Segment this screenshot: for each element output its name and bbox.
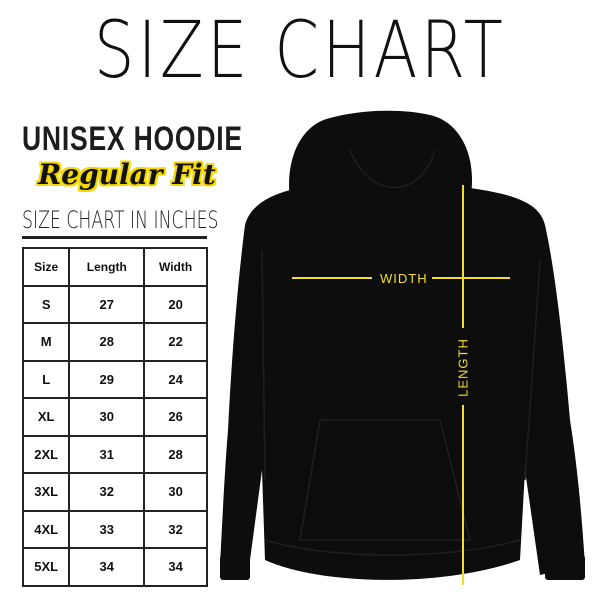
cell-width: 24 bbox=[143, 359, 208, 399]
cell-width: 26 bbox=[143, 397, 208, 437]
cell-size: 2XL bbox=[21, 434, 71, 474]
size-table: Size Length Width S 27 20 M 28 22 L 29 24 XL 30… bbox=[21, 247, 208, 587]
cell-width: 22 bbox=[143, 322, 208, 362]
length-label: LENGTH bbox=[455, 338, 471, 397]
header-length: Length bbox=[68, 247, 146, 287]
hoodie-body bbox=[220, 110, 585, 580]
cell-length: 34 bbox=[68, 547, 146, 587]
table-header-row: Size Length Width bbox=[21, 247, 208, 287]
fit-label: Regular Fit bbox=[38, 158, 216, 191]
cell-width: 28 bbox=[143, 434, 208, 474]
cell-size: L bbox=[21, 359, 71, 399]
cell-length: 28 bbox=[68, 322, 146, 362]
unit-heading: SIZE CHART IN INCHES bbox=[22, 206, 219, 234]
cell-length: 29 bbox=[68, 359, 146, 399]
measurement-lines bbox=[292, 185, 510, 585]
heading-underline bbox=[22, 236, 207, 239]
table-row: L 29 24 bbox=[21, 359, 208, 399]
table-row: 5XL 34 34 bbox=[21, 547, 208, 587]
cell-width: 32 bbox=[143, 509, 208, 549]
product-name: UNISEX HOODIE bbox=[22, 120, 243, 158]
cell-length: 32 bbox=[68, 472, 146, 512]
header-width: Width bbox=[143, 247, 208, 287]
table-row: S 27 20 bbox=[21, 284, 208, 324]
cell-size: XL bbox=[21, 397, 71, 437]
cell-size: S bbox=[21, 284, 71, 324]
table-row: M 28 22 bbox=[21, 322, 208, 362]
cell-length: 31 bbox=[68, 434, 146, 474]
hoodie-seams bbox=[261, 149, 541, 556]
cell-size: 3XL bbox=[21, 472, 71, 512]
table-row: 4XL 33 32 bbox=[21, 509, 208, 549]
cell-length: 27 bbox=[68, 284, 146, 324]
table-row: XL 30 26 bbox=[21, 397, 208, 437]
cell-size: 4XL bbox=[21, 509, 71, 549]
cell-width: 20 bbox=[143, 284, 208, 324]
width-label: WIDTH bbox=[380, 271, 428, 286]
cell-size: M bbox=[21, 322, 71, 362]
table-row: 2XL 31 28 bbox=[21, 434, 208, 474]
table-row: 3XL 32 30 bbox=[21, 472, 208, 512]
cell-width: 30 bbox=[143, 472, 208, 512]
cell-length: 30 bbox=[68, 397, 146, 437]
cell-length: 33 bbox=[68, 509, 146, 549]
header-size: Size bbox=[21, 247, 71, 287]
cell-width: 34 bbox=[143, 547, 208, 587]
page-title: SIZE CHART bbox=[93, 6, 507, 96]
cell-size: 5XL bbox=[21, 547, 71, 587]
